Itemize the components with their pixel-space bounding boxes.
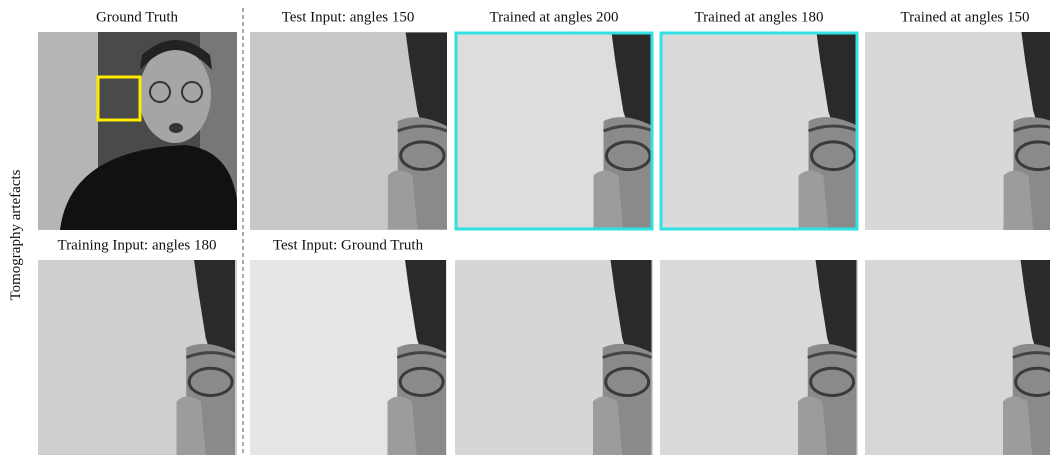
crop-image (865, 32, 1050, 230)
crop-image (455, 260, 653, 455)
caption: Training Input: angles 180 (57, 237, 216, 253)
crop-image (660, 260, 858, 455)
caption: Trained at angles 200 (489, 9, 618, 25)
caption: Trained at angles 180 (694, 9, 823, 25)
caption: Ground Truth (96, 9, 179, 25)
ground-truth-image (38, 32, 237, 230)
figure: Tomography artefacts Ground Truth Test In… (0, 0, 1050, 455)
crop-image (250, 32, 447, 230)
crop-image (38, 260, 237, 455)
caption: Trained at angles 150 (900, 9, 1029, 25)
crop-image (865, 260, 1050, 455)
crop-image (250, 260, 447, 455)
caption: Test Input: angles 150 (282, 9, 415, 25)
crop-image (455, 32, 653, 230)
crop-image (660, 32, 858, 230)
row-label: Tomography artefacts (8, 169, 24, 300)
caption: Test Input: Ground Truth (273, 237, 424, 253)
